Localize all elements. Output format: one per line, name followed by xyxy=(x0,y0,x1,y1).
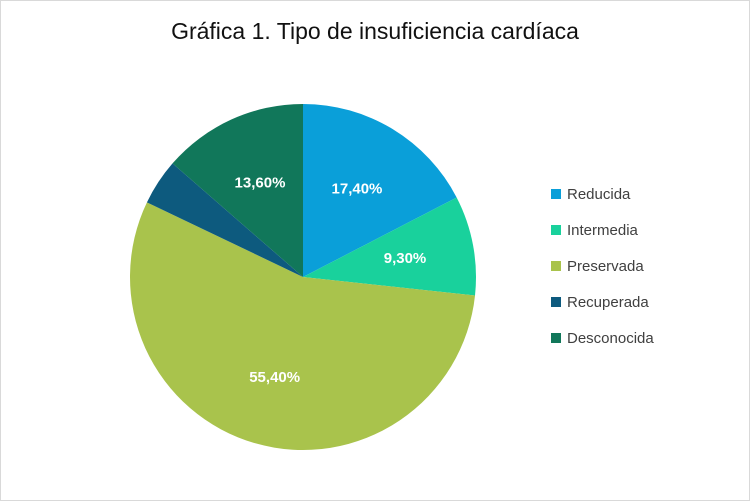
pie-slice-recuperada xyxy=(146,163,303,277)
legend-item-desconocida: Desconocida xyxy=(551,320,654,356)
legend-item-recuperada: Recuperada xyxy=(551,284,654,320)
chart-title: Gráfica 1. Tipo de insuficiencia cardíac… xyxy=(171,18,579,44)
legend-label: Desconocida xyxy=(567,329,654,347)
legend-item-reducida: Reducida xyxy=(551,176,654,212)
pie-slice-desconocida xyxy=(172,104,303,277)
legend-item-preservada: Preservada xyxy=(551,248,654,284)
data-label-intermedia: 9,30% xyxy=(384,250,427,267)
legend-swatch xyxy=(551,225,561,235)
legend-swatch xyxy=(551,189,561,199)
legend-label: Reducida xyxy=(567,185,631,203)
legend-swatch xyxy=(551,261,561,271)
data-label-preservada: 55,40% xyxy=(249,369,300,386)
legend-item-intermedia: Intermedia xyxy=(551,212,654,248)
legend-label: Preservada xyxy=(567,257,644,275)
pie-slice-intermedia xyxy=(303,197,476,296)
pie-slice-preservada xyxy=(130,202,476,451)
pie-slice-reducida xyxy=(303,104,457,277)
legend-swatch xyxy=(551,297,561,307)
data-label-desconocida: 13,60% xyxy=(235,175,286,192)
legend: Reducida Intermedia Preservada Recuperada De… xyxy=(551,176,654,356)
legend-swatch xyxy=(551,333,561,343)
legend-label: Intermedia xyxy=(567,221,638,239)
data-label-reducida: 17,40% xyxy=(332,180,383,197)
legend-label: Recuperada xyxy=(567,293,649,311)
